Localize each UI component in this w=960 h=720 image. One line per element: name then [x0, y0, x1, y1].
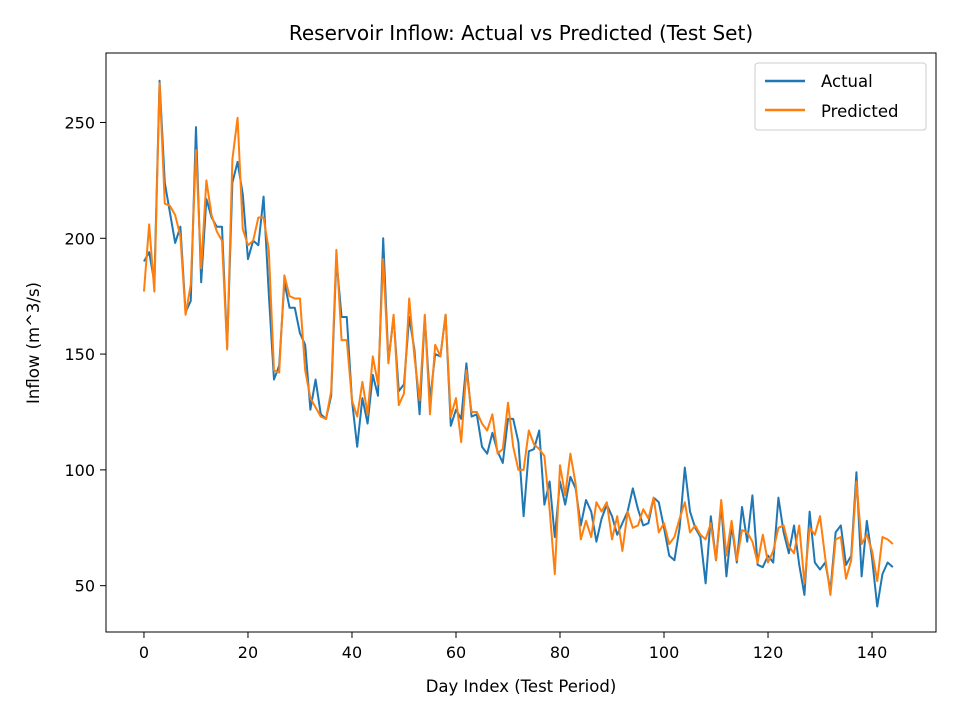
series-lines — [142, 79, 894, 608]
chart-title: Reservoir Inflow: Actual vs Predicted (T… — [289, 21, 753, 45]
y-axis-label: Inflow (m^3/s) — [24, 282, 43, 404]
y-tick-label: 200 — [64, 229, 95, 248]
y-tick-label: 50 — [75, 577, 95, 596]
y-tick-label: 150 — [64, 345, 95, 364]
x-axis-label: Day Index (Test Period) — [426, 677, 617, 696]
y-tick-label: 100 — [64, 461, 95, 480]
legend: Actual Predicted — [754, 62, 927, 131]
y-axis-ticks: 50 100 150 200 250 — [64, 113, 106, 596]
y-tick-label: 250 — [64, 113, 95, 132]
series-line-predicted — [142, 82, 894, 596]
x-tick-label: 20 — [238, 643, 258, 662]
legend-label-predicted: Predicted — [821, 102, 898, 121]
x-tick-label: 140 — [857, 643, 888, 662]
plot-frame — [105, 52, 937, 633]
x-tick-label: 0 — [139, 643, 149, 662]
x-tick-label: 40 — [342, 643, 362, 662]
x-tick-label: 100 — [649, 643, 680, 662]
x-tick-label: 60 — [446, 643, 466, 662]
series-line-actual — [143, 79, 894, 608]
legend-label-actual: Actual — [821, 72, 873, 91]
x-tick-label: 80 — [550, 643, 570, 662]
x-tick-label: 120 — [753, 643, 784, 662]
x-axis-ticks: 0 20 40 60 80 100 120 140 — [139, 632, 887, 662]
